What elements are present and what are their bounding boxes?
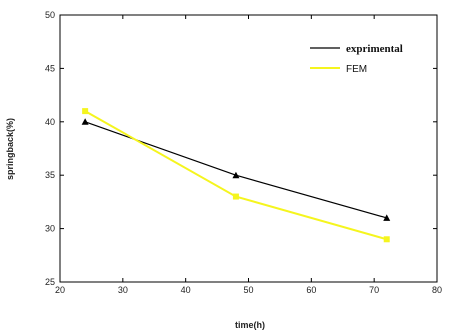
x-tick-label: 40	[181, 285, 191, 295]
y-tick-label: 40	[45, 117, 55, 127]
axis-tick-labels: 20 30 40 50 60 70 80 25 30 35 40 45 50	[45, 10, 442, 295]
y-tick-label: 30	[45, 224, 55, 234]
y-tick-label: 25	[45, 277, 55, 287]
x-tick-label: 70	[369, 285, 379, 295]
legend-label-fem: FEM	[346, 64, 367, 75]
legend-label-exprimental: exprimental	[346, 43, 403, 55]
data-point-fem	[82, 108, 89, 115]
data-point-fem	[232, 193, 239, 200]
x-tick-label: 60	[306, 285, 316, 295]
data-point-exprimental	[81, 118, 89, 125]
y-tick-label: 50	[45, 10, 55, 20]
series-markers	[81, 108, 391, 243]
data-point-exprimental	[232, 171, 240, 179]
data-point-exprimental	[383, 214, 391, 221]
x-tick-label: 80	[432, 285, 442, 295]
y-tick-label: 45	[45, 63, 55, 73]
x-tick-label: 20	[55, 285, 65, 295]
y-tick-label: 35	[45, 170, 55, 180]
y-axis-label: springback(%)	[5, 118, 15, 180]
data-point-fem	[383, 236, 390, 243]
legend: exprimental FEM	[310, 43, 403, 75]
axis-ticks	[59, 14, 438, 283]
x-tick-label: 30	[118, 285, 128, 295]
x-tick-label: 50	[243, 285, 253, 295]
x-axis-label: time(h)	[235, 320, 265, 330]
